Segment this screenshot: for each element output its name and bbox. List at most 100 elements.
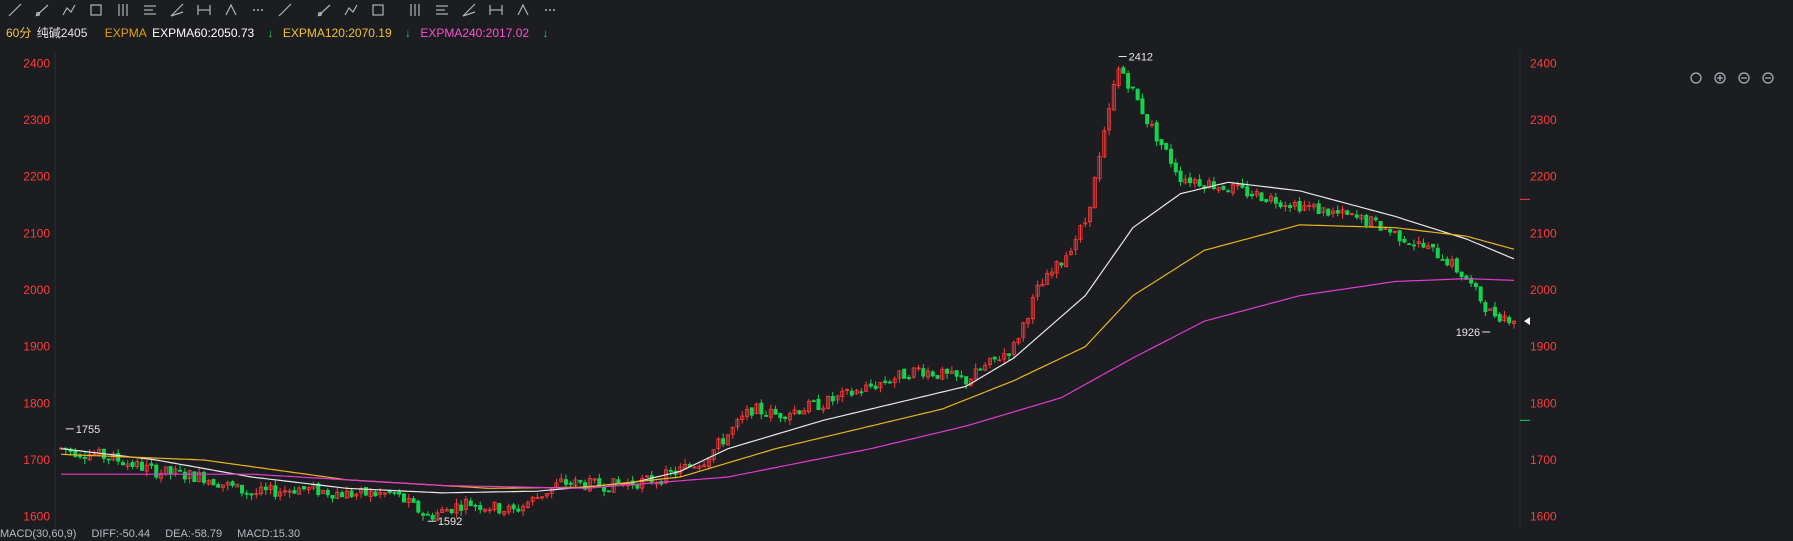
candle: [1107, 103, 1112, 136]
share-out-icon[interactable]: [489, 5, 503, 15]
candle: [1469, 274, 1474, 287]
candle: [945, 367, 950, 379]
ema120-value: EXPMA120:2070.19: [282, 26, 392, 40]
candle: [540, 496, 545, 501]
candle: [1431, 243, 1436, 252]
candle: [878, 381, 883, 393]
node-tool-icon[interactable]: [90, 4, 102, 16]
more-tools-icon[interactable]: [278, 3, 292, 17]
ema-line-expma240: [61, 278, 1515, 489]
candle: [1021, 321, 1026, 342]
candle: [754, 402, 759, 414]
candle: [778, 412, 783, 423]
candle: [644, 474, 649, 478]
candle: [278, 487, 283, 501]
comment-icon[interactable]: [517, 3, 529, 16]
measure-range-icon[interactable]: [197, 5, 211, 15]
parallel-lines-icon[interactable]: [118, 4, 128, 16]
candle: [1088, 206, 1093, 228]
candle: [354, 492, 359, 500]
undo-icon[interactable]: [1690, 72, 1702, 84]
candle: [1226, 189, 1231, 193]
candle: [1397, 230, 1402, 246]
ray-tool-icon[interactable]: [35, 4, 49, 17]
candle: [1121, 65, 1126, 74]
candle: [1011, 340, 1016, 359]
candle: [473, 503, 478, 512]
candle: [692, 465, 697, 469]
candle: [1507, 315, 1512, 326]
candle: [402, 493, 407, 503]
magnet-icon[interactable]: [317, 4, 331, 17]
text-tool-icon[interactable]: [253, 9, 263, 11]
candle: [592, 477, 597, 484]
candle: [1378, 220, 1383, 231]
candle: [73, 448, 78, 458]
candle: [1245, 181, 1250, 199]
candle: [449, 508, 454, 515]
candle: [482, 508, 487, 513]
candle: [1202, 184, 1207, 194]
pitchfork-icon[interactable]: [225, 3, 237, 16]
candle: [321, 489, 326, 495]
svg-text:1926: 1926: [1456, 327, 1480, 339]
candle: [1283, 201, 1288, 212]
overlay-icon[interactable]: [344, 4, 358, 16]
candle: [987, 357, 992, 369]
candle: [949, 366, 954, 375]
candle: [497, 502, 502, 515]
candle: [811, 399, 816, 403]
price-chart[interactable]: 2400 2400 2300 2300 2200 2200 2100 2100 2000 2000…: [0, 48, 1793, 528]
candle: [511, 502, 516, 514]
candle: [411, 496, 416, 503]
trash-icon[interactable]: [436, 5, 448, 15]
layout-grid-icon[interactable]: [462, 3, 476, 17]
fib-levels-icon[interactable]: [144, 5, 156, 15]
candle: [816, 394, 821, 411]
candle: [902, 368, 907, 379]
indicator-name[interactable]: EXPMA: [104, 26, 147, 40]
svg-text:1592: 1592: [438, 516, 462, 528]
candle: [197, 467, 202, 483]
zoom-in-icon[interactable]: [1714, 72, 1726, 84]
candle: [1388, 227, 1393, 236]
candle: [1454, 256, 1459, 274]
down-arrow-icon: ↓: [267, 26, 274, 40]
fan-tool-icon[interactable]: [170, 3, 184, 17]
candle: [254, 488, 259, 499]
last-price-marker: [1524, 317, 1530, 326]
line-tool-icon[interactable]: [8, 3, 22, 17]
candle: [1316, 199, 1321, 215]
candle: [730, 426, 735, 439]
polyline-tool-icon[interactable]: [62, 4, 76, 16]
zoom-out-icon[interactable]: [1738, 72, 1750, 84]
candle: [468, 497, 473, 507]
candle: [1173, 158, 1178, 176]
candle: [1178, 166, 1183, 186]
candle: [1369, 215, 1374, 228]
visibility-icon[interactable]: [410, 4, 420, 16]
candle: [282, 485, 287, 497]
candle: [463, 496, 468, 515]
candle: [740, 410, 745, 424]
candle: [1292, 199, 1297, 211]
candle: [1197, 174, 1202, 188]
candle: [773, 405, 778, 415]
ruler-settings-icon[interactable]: [545, 9, 555, 11]
settings-icon[interactable]: [1762, 72, 1774, 84]
candle: [1278, 200, 1283, 209]
candle: [1049, 267, 1054, 279]
y-tick-label-right: 2300: [1530, 113, 1557, 127]
y-tick-label-left: 2300: [23, 113, 50, 127]
candle: [1164, 142, 1169, 151]
period-label[interactable]: 60分: [6, 26, 32, 40]
candle: [235, 483, 240, 488]
candle: [978, 367, 983, 371]
candle: [1259, 191, 1264, 202]
candle: [1440, 254, 1445, 261]
candle: [416, 499, 421, 514]
candle: [745, 405, 750, 421]
candle: [563, 474, 568, 489]
pencil-icon[interactable]: [372, 4, 384, 16]
candle: [1445, 256, 1450, 267]
